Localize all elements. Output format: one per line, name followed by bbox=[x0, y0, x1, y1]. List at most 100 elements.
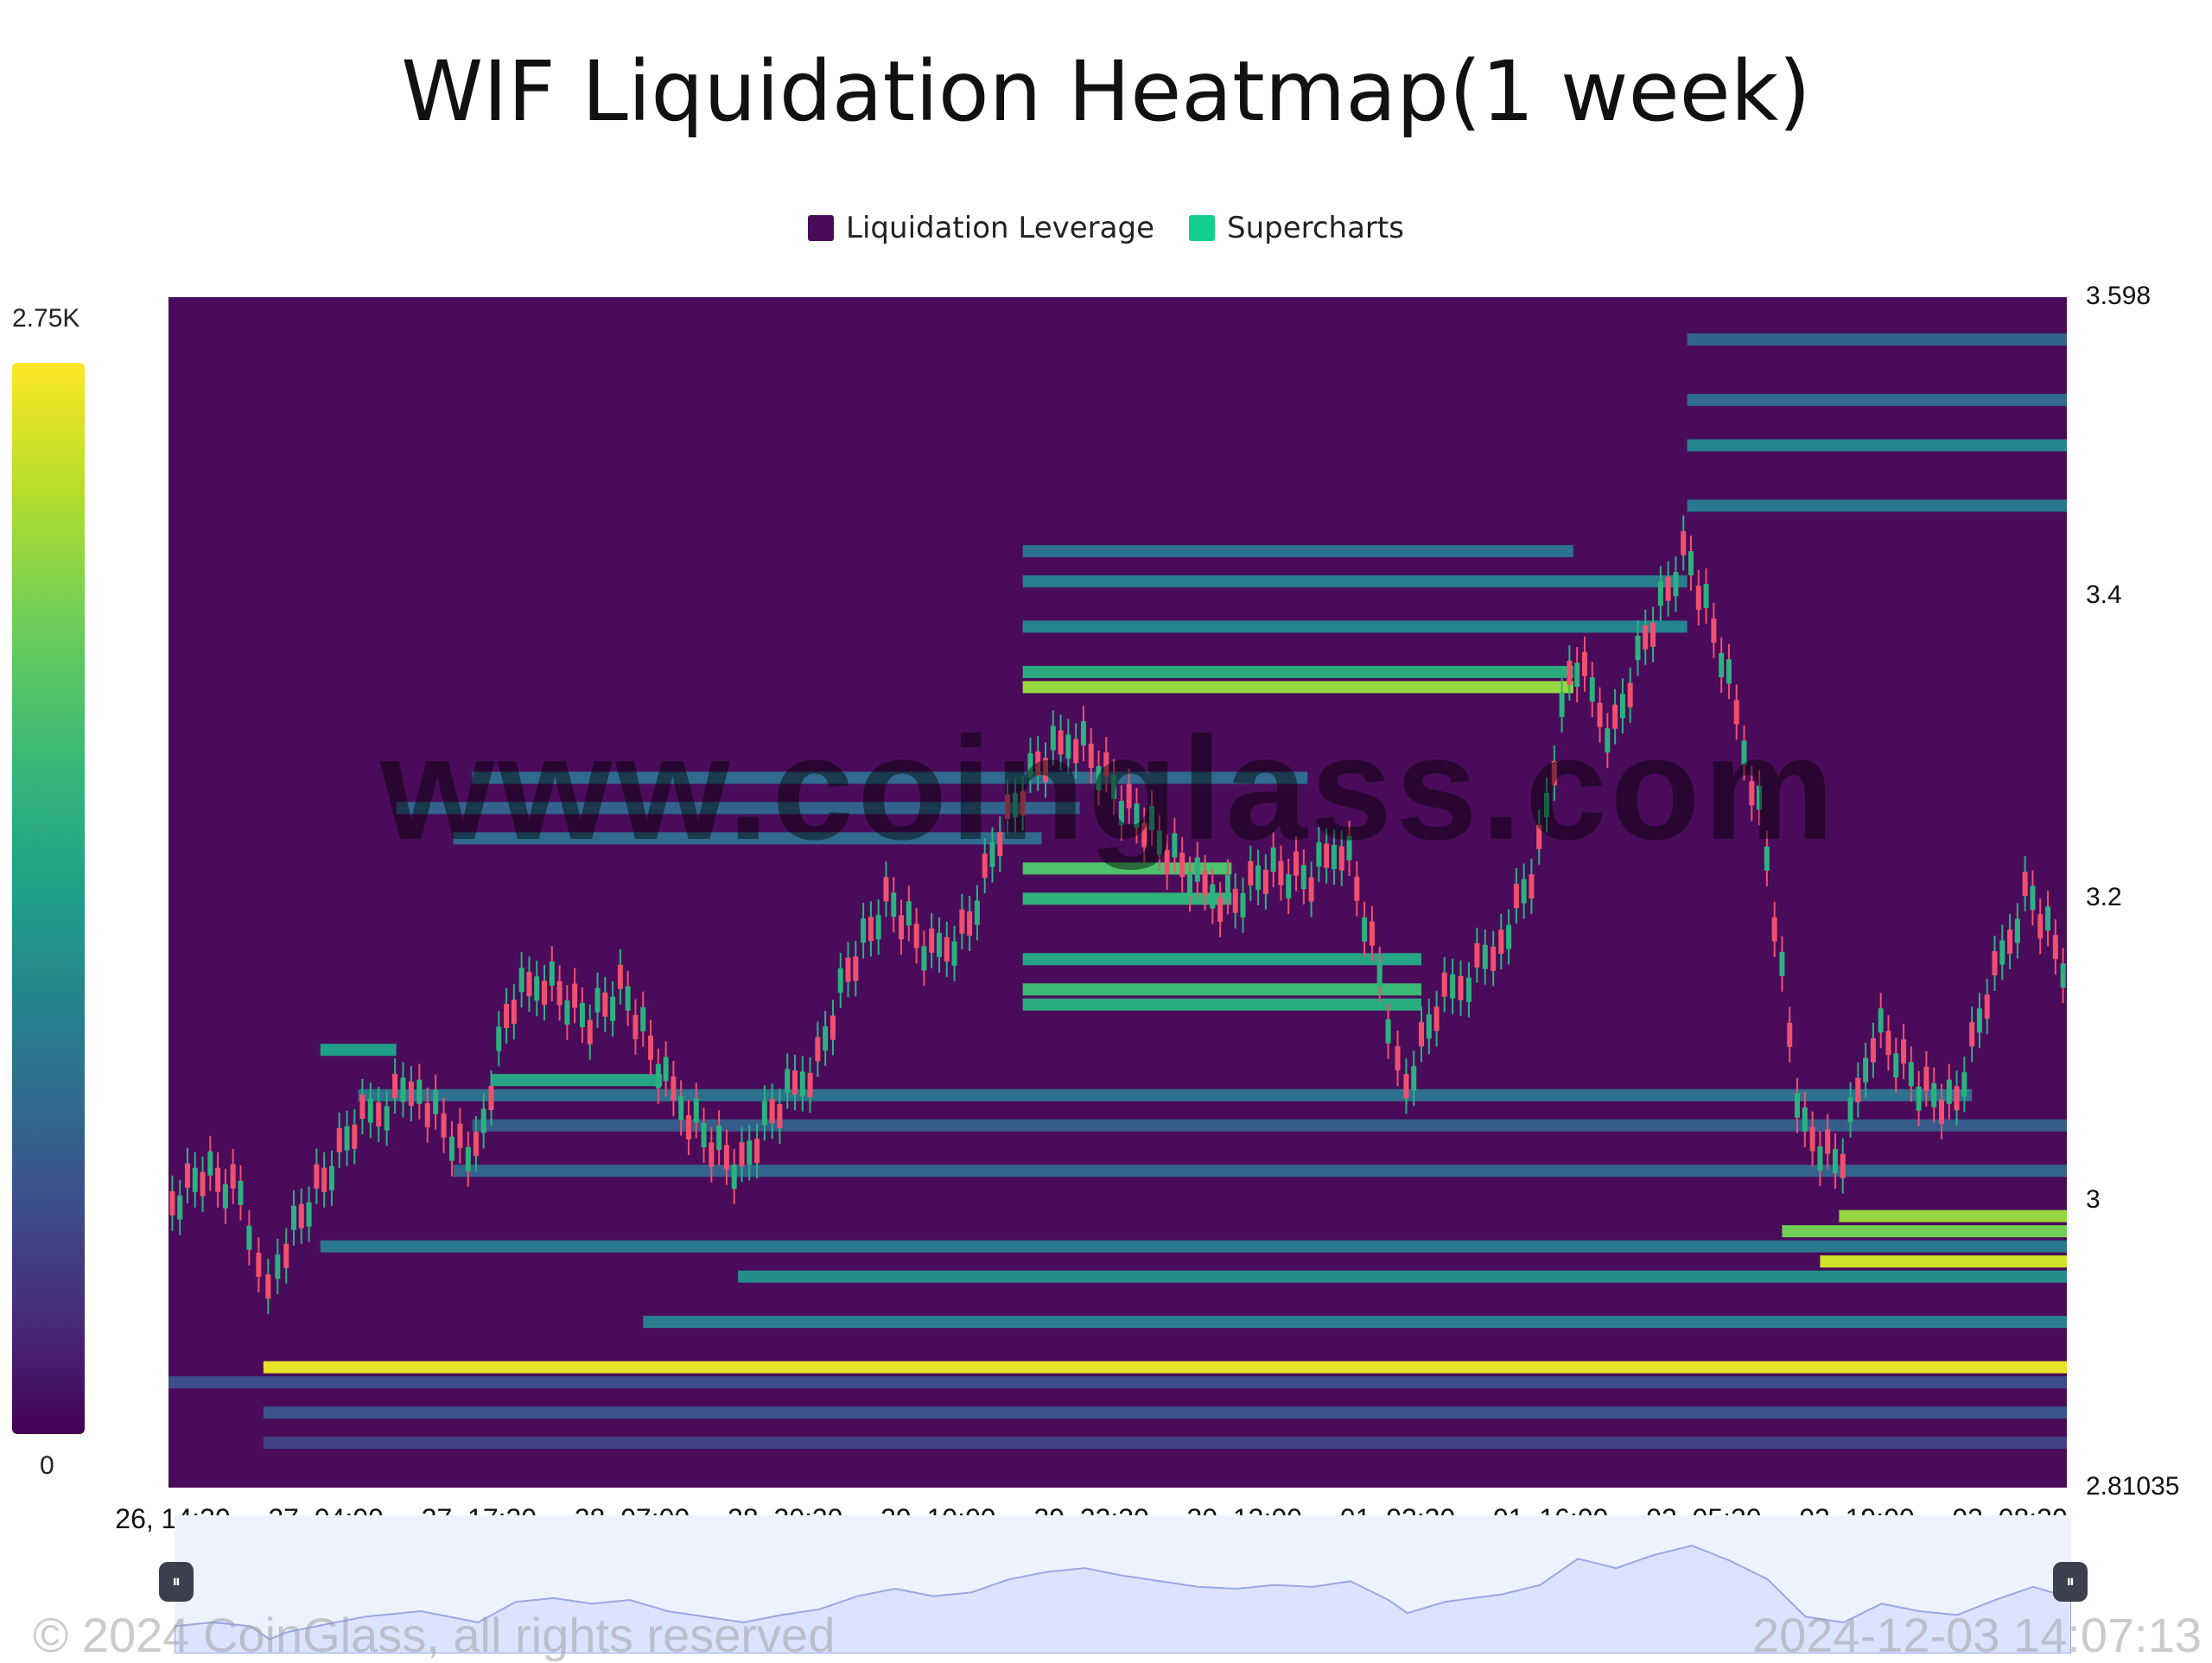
price-candle bbox=[298, 1203, 304, 1228]
price-candle bbox=[1619, 694, 1625, 719]
price-candle bbox=[1050, 726, 1056, 751]
price-candle bbox=[1992, 951, 1998, 976]
price-candle bbox=[1946, 1079, 1952, 1104]
legend-swatch bbox=[808, 215, 835, 241]
price-candle bbox=[1255, 865, 1262, 890]
colorbar-max-label: 2.75K bbox=[12, 304, 80, 333]
price-candle bbox=[1126, 784, 1132, 809]
price-candle bbox=[989, 842, 995, 867]
price-candle bbox=[184, 1163, 190, 1188]
price-candle bbox=[1346, 835, 1352, 860]
price-candle bbox=[716, 1125, 722, 1150]
price-candle bbox=[1976, 1008, 1982, 1033]
liquidation-band bbox=[1782, 1225, 2067, 1238]
price-candle bbox=[511, 1000, 517, 1025]
liquidation-band bbox=[1687, 393, 2067, 406]
navigator-chart[interactable] bbox=[175, 1515, 2071, 1653]
price-candle bbox=[648, 1035, 654, 1060]
price-candle bbox=[1635, 636, 1641, 661]
price-candle bbox=[1916, 1086, 1922, 1111]
price-candle bbox=[534, 976, 540, 1001]
price-candle bbox=[1232, 888, 1238, 913]
price-candle bbox=[1901, 1039, 1907, 1064]
colorbar-min-label: 0 bbox=[40, 1451, 54, 1480]
legend-item-liquidation-leverage[interactable]: Liquidation Leverage bbox=[808, 211, 1154, 245]
price-candle bbox=[1885, 1031, 1891, 1056]
legend-item-supercharts[interactable]: Supercharts bbox=[1188, 211, 1404, 245]
price-candle bbox=[283, 1243, 289, 1268]
price-candle bbox=[222, 1184, 228, 1209]
price-candle bbox=[256, 1253, 262, 1278]
price-candle bbox=[1172, 833, 1178, 858]
price-candle bbox=[504, 1004, 510, 1029]
liquidation-band bbox=[1022, 983, 1422, 996]
price-candle bbox=[1938, 1099, 1944, 1124]
price-candle bbox=[1433, 1006, 1440, 1031]
price-candle bbox=[328, 1165, 334, 1190]
price-candle bbox=[1458, 975, 1464, 1000]
price-candle bbox=[1567, 660, 1573, 685]
price-candle bbox=[1657, 581, 1663, 606]
price-candle bbox=[830, 1015, 836, 1040]
price-candle bbox=[1544, 792, 1550, 817]
price-candle bbox=[1612, 704, 1618, 729]
price-candle bbox=[392, 1073, 398, 1098]
price-candle bbox=[997, 832, 1003, 857]
liquidation-band bbox=[1022, 544, 1573, 557]
price-candle bbox=[376, 1101, 382, 1127]
legend-swatch bbox=[1188, 215, 1215, 241]
price-candle bbox=[1395, 1046, 1401, 1071]
price-candle bbox=[1210, 884, 1216, 909]
price-candle bbox=[845, 957, 851, 982]
liquidation-band bbox=[320, 1240, 2067, 1253]
price-candle bbox=[1179, 853, 1185, 878]
price-candle bbox=[1529, 874, 1535, 899]
chart-title: WIF Liquidation Heatmap(1 week) bbox=[401, 43, 1811, 140]
liquidation-band bbox=[396, 802, 1080, 815]
price-candle bbox=[1248, 860, 1254, 885]
liquidation-band bbox=[738, 1270, 2067, 1283]
price-candle bbox=[1779, 951, 1785, 976]
price-candle bbox=[480, 1108, 486, 1133]
liquidation-band bbox=[1839, 1209, 2067, 1222]
price-candle bbox=[344, 1126, 350, 1151]
price-candle bbox=[1441, 972, 1447, 997]
price-candle bbox=[2030, 885, 2036, 911]
liquidation-band bbox=[1022, 892, 1232, 905]
price-candle bbox=[1065, 734, 1071, 759]
price-candle bbox=[777, 1103, 783, 1128]
price-candle bbox=[1240, 892, 1246, 917]
price-candle bbox=[1300, 865, 1306, 890]
liquidation-band bbox=[453, 832, 1042, 845]
price-candle bbox=[1411, 1066, 1417, 1091]
navigator-left-handle[interactable]: ⏸ bbox=[159, 1562, 194, 1602]
price-candle bbox=[1385, 1019, 1391, 1044]
price-candle bbox=[671, 1076, 677, 1101]
price-candle bbox=[306, 1202, 312, 1227]
liquidation-band bbox=[453, 1165, 2067, 1177]
price-candle bbox=[1324, 843, 1330, 868]
price-candle bbox=[1111, 774, 1117, 799]
price-candle bbox=[799, 1071, 805, 1096]
liquidation-band bbox=[320, 1044, 397, 1057]
navigator-right-handle[interactable]: ⏸ bbox=[2053, 1562, 2088, 1602]
price-candle bbox=[1194, 857, 1200, 882]
legend-label: Liquidation Leverage bbox=[846, 211, 1154, 245]
liquidation-band bbox=[1022, 574, 1688, 587]
price-candle bbox=[352, 1124, 358, 1149]
price-candle bbox=[2045, 906, 2051, 931]
liquidation-band bbox=[1687, 333, 2067, 346]
price-candle bbox=[1931, 1082, 1937, 1108]
price-candle bbox=[594, 987, 601, 1012]
legend-label: Supercharts bbox=[1226, 211, 1404, 245]
price-candle bbox=[246, 1225, 252, 1250]
price-candle bbox=[1270, 847, 1276, 873]
price-candle bbox=[861, 918, 867, 943]
liquidation-band bbox=[643, 1316, 2067, 1329]
price-candle bbox=[321, 1167, 327, 1192]
price-candle bbox=[230, 1164, 236, 1189]
colorbar[interactable] bbox=[12, 363, 85, 1434]
price-candle bbox=[1491, 946, 1497, 971]
price-candle bbox=[769, 1099, 775, 1124]
